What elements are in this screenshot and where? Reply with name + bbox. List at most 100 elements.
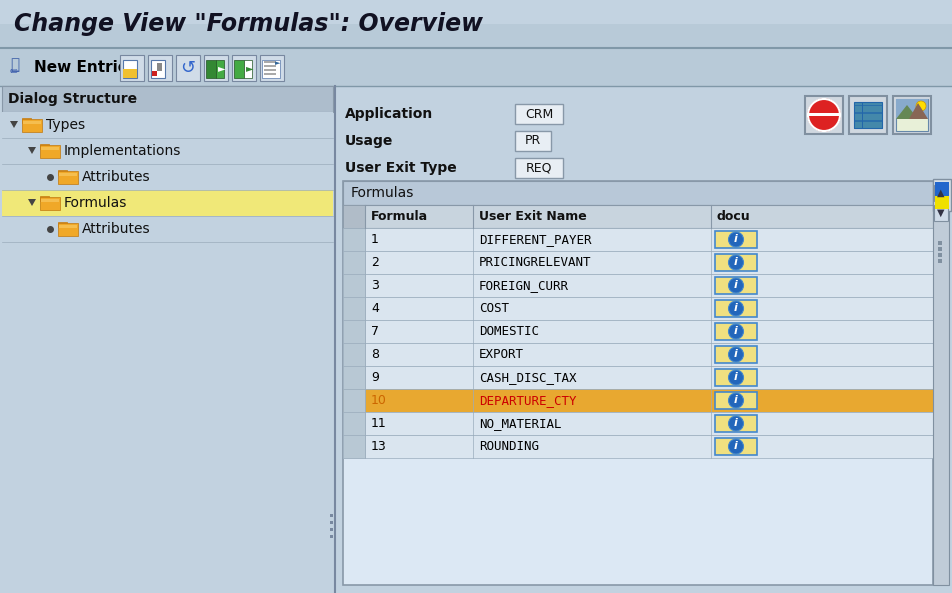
Text: Formula: Formula <box>370 210 427 223</box>
Text: ↺: ↺ <box>180 59 195 77</box>
Bar <box>2 190 332 216</box>
Bar <box>234 60 244 78</box>
Bar <box>892 96 930 134</box>
Text: Formulas: Formulas <box>350 186 414 200</box>
Bar <box>22 119 42 132</box>
Bar <box>514 158 563 178</box>
Text: User Exit Type: User Exit Type <box>345 161 456 175</box>
Circle shape <box>915 101 925 111</box>
Bar <box>714 346 756 363</box>
Bar <box>853 102 881 128</box>
Bar <box>176 55 200 81</box>
Bar <box>264 61 276 63</box>
Text: i: i <box>733 441 737 451</box>
Text: REQ: REQ <box>526 161 551 174</box>
Text: User Exit Name: User Exit Name <box>479 210 586 223</box>
Bar <box>343 389 932 412</box>
Bar <box>514 131 550 151</box>
Bar <box>862 102 863 128</box>
Polygon shape <box>28 147 36 154</box>
Bar <box>807 113 839 116</box>
Text: Formulas: Formulas <box>64 196 128 210</box>
Text: 3: 3 <box>370 279 379 292</box>
Text: ▲: ▲ <box>936 188 943 198</box>
Bar <box>59 173 77 176</box>
Bar <box>40 197 60 210</box>
Bar <box>714 323 756 340</box>
Bar <box>264 69 276 71</box>
Bar <box>157 63 162 71</box>
Text: 1: 1 <box>370 233 379 246</box>
Bar <box>343 366 365 389</box>
Bar <box>260 55 284 81</box>
Circle shape <box>727 393 743 408</box>
Bar <box>58 170 67 175</box>
Bar <box>329 535 332 538</box>
Bar <box>335 86 952 593</box>
Circle shape <box>727 255 743 270</box>
Bar <box>937 247 941 251</box>
Bar <box>933 185 947 201</box>
Text: Change View "Formulas": Overview: Change View "Formulas": Overview <box>14 12 483 36</box>
Text: ROUNDING: ROUNDING <box>479 440 539 453</box>
Bar <box>853 105 881 112</box>
Bar <box>895 99 927 131</box>
Text: i: i <box>733 372 737 382</box>
Bar <box>59 225 77 228</box>
Bar <box>933 205 947 221</box>
Bar <box>343 366 932 389</box>
Text: COST: COST <box>479 302 508 315</box>
Bar <box>714 438 756 455</box>
Bar <box>40 196 49 201</box>
Text: ►: ► <box>218 63 226 73</box>
Bar <box>2 112 332 138</box>
Text: Attributes: Attributes <box>82 170 150 184</box>
Bar <box>714 415 756 432</box>
Bar <box>343 251 365 274</box>
Circle shape <box>807 99 839 131</box>
Circle shape <box>727 324 743 339</box>
Text: DIFFERENT_PAYER: DIFFERENT_PAYER <box>479 233 591 246</box>
Bar <box>343 228 365 251</box>
Bar <box>932 181 948 585</box>
Bar <box>262 60 280 78</box>
Text: i: i <box>733 418 737 428</box>
Bar <box>853 121 881 128</box>
Bar <box>714 277 756 294</box>
Text: Usage: Usage <box>345 134 393 148</box>
Text: EXPORT: EXPORT <box>479 348 524 361</box>
Bar <box>937 253 941 257</box>
Bar <box>714 231 756 248</box>
Text: 8: 8 <box>370 348 379 361</box>
Bar <box>514 104 563 124</box>
Text: i: i <box>733 280 737 290</box>
Bar <box>343 320 365 343</box>
Bar <box>150 60 165 78</box>
Bar <box>40 145 60 158</box>
Bar <box>329 521 332 524</box>
Bar <box>714 369 756 386</box>
Text: Implementations: Implementations <box>64 144 181 158</box>
Bar <box>231 55 256 81</box>
Text: 9: 9 <box>370 371 379 384</box>
Bar <box>343 181 932 585</box>
Text: i: i <box>733 303 737 313</box>
Text: Application: Application <box>345 107 433 121</box>
Text: DEPARTURE_CTY: DEPARTURE_CTY <box>479 394 576 407</box>
Bar <box>343 297 932 320</box>
Text: i: i <box>733 349 737 359</box>
Bar <box>804 96 843 134</box>
Bar <box>148 55 171 81</box>
Text: 13: 13 <box>370 440 387 453</box>
Bar <box>264 73 276 75</box>
Bar <box>2 138 332 164</box>
Text: ▼: ▼ <box>936 208 943 218</box>
Bar <box>58 223 78 236</box>
Text: 11: 11 <box>370 417 387 430</box>
Text: PRICINGRELEVANT: PRICINGRELEVANT <box>479 256 591 269</box>
Circle shape <box>727 370 743 385</box>
Bar <box>204 55 228 81</box>
Bar <box>848 96 886 134</box>
Bar <box>343 435 932 458</box>
Circle shape <box>727 439 743 454</box>
